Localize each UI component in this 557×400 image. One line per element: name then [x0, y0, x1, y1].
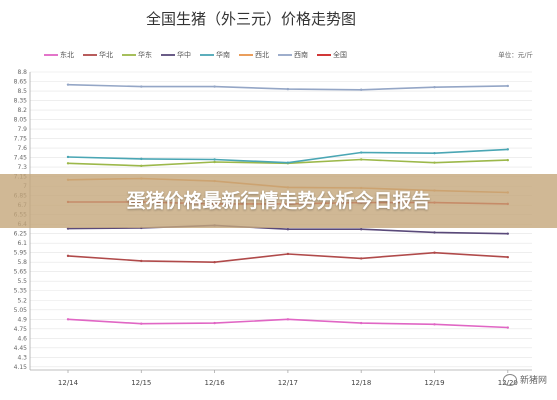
data-point [506, 158, 509, 162]
data-point [286, 87, 290, 91]
series-line-4 [67, 148, 508, 164]
y-tick-label: 8.35 [14, 98, 28, 105]
data-point [213, 321, 216, 325]
data-point [66, 83, 70, 86]
y-tick-label: 8.05 [14, 117, 28, 124]
x-tick-label: 12/16 [205, 379, 226, 387]
y-tick-label: 8.65 [14, 79, 28, 86]
unit-label: 单位：元/斤 [498, 50, 533, 59]
data-point [506, 232, 509, 235]
data-point [140, 164, 143, 168]
watermark: 新猪网 [502, 373, 547, 386]
data-point [66, 227, 70, 230]
data-point [286, 228, 290, 231]
data-point [66, 155, 70, 159]
data-point [140, 85, 143, 88]
data-point [360, 151, 363, 154]
data-point [286, 252, 290, 256]
y-tick-label: 7.6 [17, 145, 27, 152]
pig-logo-icon [502, 374, 517, 386]
legend: 东北 华北 华东 华中 华南 西北 西南 全国 [44, 50, 347, 59]
title-banner: 蛋猪价格最新行情走势分析今日报告 [0, 174, 557, 228]
x-tick-label: 12/17 [278, 379, 298, 387]
y-tick-label: 5.8 [17, 259, 27, 266]
y-tick-label: 8.2 [17, 107, 27, 114]
data-point [360, 321, 363, 325]
y-tick-label: 7.9 [17, 126, 27, 133]
y-tick-label: 6.25 [14, 231, 28, 238]
legend-label: 华南 [216, 50, 230, 59]
y-tick-label: 4.45 [14, 345, 28, 352]
y-tick-label: 8.5 [17, 88, 27, 95]
data-point [140, 259, 143, 263]
y-tick-label: 4.75 [14, 326, 28, 333]
data-point [66, 318, 70, 321]
watermark-text: 新猪网 [519, 375, 547, 386]
series-line-0 [67, 318, 508, 329]
x-tick-label: 12/15 [131, 379, 151, 387]
y-tick-label: 7.75 [14, 136, 28, 143]
data-point [433, 151, 436, 155]
data-point [360, 228, 363, 231]
data-point [286, 318, 290, 321]
y-tick-label: 5.5 [17, 278, 27, 285]
data-point [433, 86, 436, 89]
data-point [66, 254, 70, 258]
legend-label: 华中 [177, 50, 191, 59]
chart-title: 全国生猪（外三元）价格走势图 [146, 10, 356, 28]
y-tick-label: 5.05 [14, 307, 28, 314]
y-tick-label: 4.3 [17, 354, 27, 361]
y-tick-label: 4.9 [17, 316, 27, 323]
legend-label: 全国 [333, 50, 347, 59]
data-point [286, 161, 290, 164]
data-point [433, 323, 436, 326]
x-tick-label: 12/19 [424, 379, 444, 387]
data-point [360, 257, 363, 260]
legend-label: 西北 [255, 51, 269, 59]
y-tick-label: 5.2 [17, 297, 27, 304]
data-point [140, 322, 143, 325]
data-point [213, 160, 216, 164]
data-point [140, 157, 143, 161]
y-tick-label: 6.1 [17, 240, 27, 247]
data-point [506, 255, 509, 259]
y-tick-label: 4.15 [14, 364, 28, 371]
y-tick-label: 8.8 [17, 69, 27, 76]
x-axis: 12/14 12/15 12/16 12/17 12/18 12/19 12/20 [30, 369, 532, 387]
data-point [360, 88, 363, 91]
data-point [433, 251, 436, 254]
x-tick-label: 12/18 [351, 379, 371, 387]
data-point [66, 162, 70, 165]
y-tick-label: 5.65 [14, 269, 28, 276]
data-point [213, 85, 216, 88]
legend-label: 西南 [294, 50, 308, 59]
data-point [506, 84, 509, 88]
data-point [360, 158, 363, 161]
y-tick-label: 7.3 [17, 164, 27, 171]
data-point [433, 231, 436, 234]
data-point [433, 161, 436, 164]
banner-text: 蛋猪价格最新行情走势分析今日报告 [126, 190, 431, 212]
y-tick-label: 4.6 [17, 335, 27, 342]
legend-label: 东北 [60, 50, 74, 59]
data-point [506, 148, 509, 151]
y-tick-label: 7.45 [14, 155, 28, 162]
data-point [213, 158, 216, 161]
y-tick-label: 5.35 [14, 288, 28, 295]
legend-label: 华东 [138, 50, 152, 59]
legend-label: 华北 [99, 50, 113, 59]
data-point [506, 326, 509, 329]
data-point [213, 261, 216, 264]
y-tick-label: 5.95 [14, 250, 28, 257]
x-tick-label: 12/14 [58, 379, 79, 387]
